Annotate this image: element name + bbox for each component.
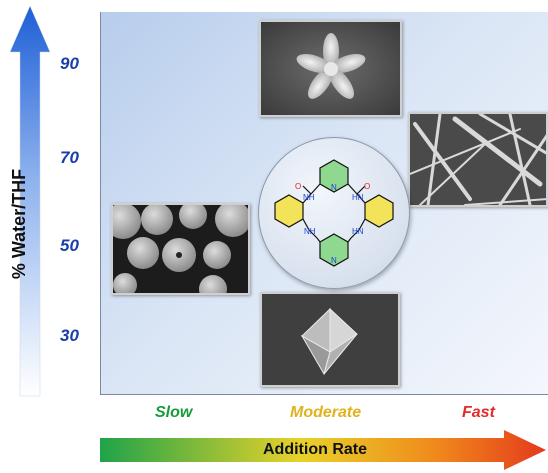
atom-o-right: O xyxy=(364,182,370,191)
y-axis-arrow xyxy=(9,5,51,397)
atom-nh-left: NH xyxy=(303,193,315,202)
x-tick-fast: Fast xyxy=(462,404,495,421)
atom-nh-lower-left: NH xyxy=(304,227,316,236)
sem-flower-icon xyxy=(259,20,402,117)
y-tick-30: 30 xyxy=(60,326,79,345)
y-tick-50: 50 xyxy=(60,236,79,255)
y-tick-90: 90 xyxy=(60,54,79,73)
atom-hn-right: HN xyxy=(352,193,364,202)
atom-n-top: N xyxy=(331,183,337,192)
y-tick-70: 70 xyxy=(60,148,79,167)
sem-rods-icon xyxy=(408,112,548,207)
atom-hn-lower-right: HN xyxy=(352,227,364,236)
sem-spheres-icon xyxy=(111,203,250,295)
x-tick-moderate: Moderate xyxy=(290,404,362,421)
macrocycle-molecule: N O O NH HN NH HN N xyxy=(258,137,410,289)
sem-octahedron-icon xyxy=(260,292,400,387)
y-axis-label: % Water/THF xyxy=(9,168,29,280)
atom-n-bottom: N xyxy=(331,256,337,265)
x-tick-slow: Slow xyxy=(155,404,193,421)
x-axis-arrow xyxy=(100,430,546,470)
atom-o-left: O xyxy=(295,182,301,191)
x-axis-label: Addition Rate xyxy=(263,441,367,458)
